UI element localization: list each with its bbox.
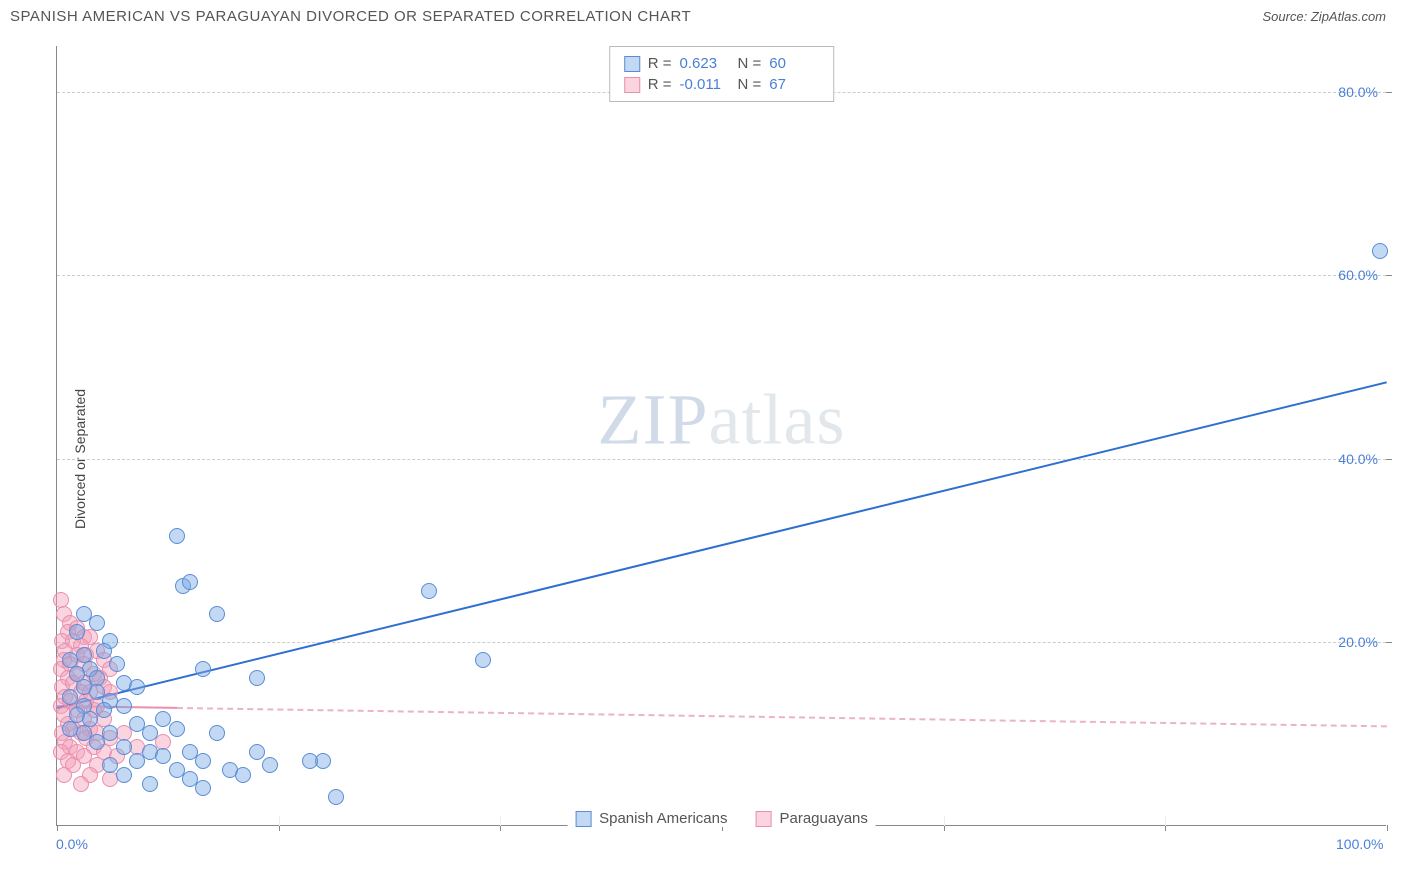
y-tick-label: 80.0%	[1338, 84, 1378, 100]
data-point	[302, 753, 318, 769]
data-point	[73, 776, 89, 792]
data-point	[182, 574, 198, 590]
source-attribution: Source: ZipAtlas.com	[1262, 9, 1386, 24]
data-point	[116, 739, 132, 755]
data-point	[129, 753, 145, 769]
data-point	[155, 748, 171, 764]
n-value-blue: 60	[769, 55, 819, 72]
gridline-h	[57, 459, 1386, 460]
gridline-v	[279, 816, 280, 826]
gridline-v	[1165, 816, 1166, 826]
y-tick-label: 60.0%	[1338, 267, 1378, 283]
data-point	[195, 661, 211, 677]
chart-container: Divorced or Separated ZIPatlas R = 0.623…	[10, 36, 1396, 882]
legend-item-pink: Paraguayans	[756, 810, 868, 827]
data-point	[96, 702, 112, 718]
r-value-pink: -0.011	[680, 76, 730, 93]
data-point	[195, 780, 211, 796]
legend-swatch-blue-icon	[575, 811, 591, 827]
watermark-atlas: atlas	[709, 379, 846, 459]
legend-swatch-pink-icon	[756, 811, 772, 827]
x-tick-max: 100.0%	[1336, 836, 1383, 852]
data-point	[195, 753, 211, 769]
tick-mark-right	[1386, 92, 1392, 93]
legend-item-blue: Spanish Americans	[575, 810, 727, 827]
gridline-h	[57, 642, 1386, 643]
tick-mark-right	[1386, 459, 1392, 460]
plot-area: ZIPatlas R = 0.623 N = 60 R = -0.011 N =…	[56, 46, 1386, 826]
n-value-pink: 67	[769, 76, 819, 93]
data-point	[262, 757, 278, 773]
r-label-blue: R =	[648, 55, 672, 72]
data-point	[116, 767, 132, 783]
swatch-blue-icon	[624, 56, 640, 72]
tick-mark-bottom	[1387, 825, 1388, 831]
data-point	[328, 789, 344, 805]
data-point	[169, 721, 185, 737]
data-point	[129, 679, 145, 695]
n-label-pink: N =	[738, 76, 762, 93]
data-point	[475, 652, 491, 668]
data-point	[142, 776, 158, 792]
data-point	[142, 725, 158, 741]
data-point	[235, 767, 251, 783]
data-point	[249, 670, 265, 686]
watermark-zip: ZIP	[598, 379, 709, 459]
x-tick-min: 0.0%	[56, 836, 88, 852]
watermark: ZIPatlas	[598, 378, 846, 461]
data-point	[69, 624, 85, 640]
gridline-v	[500, 816, 501, 826]
y-tick-label: 20.0%	[1338, 634, 1378, 650]
legend-label-blue: Spanish Americans	[599, 810, 727, 827]
data-point	[96, 643, 112, 659]
gridline-h	[57, 275, 1386, 276]
data-point	[1372, 243, 1388, 259]
data-point	[56, 767, 72, 783]
trend-line	[177, 707, 1387, 727]
legend: Spanish Americans Paraguayans	[567, 810, 876, 827]
data-point	[109, 656, 125, 672]
stats-row-pink: R = -0.011 N = 67	[624, 74, 820, 95]
tick-mark-right	[1386, 642, 1392, 643]
n-label-blue: N =	[738, 55, 762, 72]
legend-label-pink: Paraguayans	[780, 810, 868, 827]
tick-mark-bottom	[57, 825, 58, 831]
data-point	[421, 583, 437, 599]
r-value-blue: 0.623	[680, 55, 730, 72]
data-point	[102, 725, 118, 741]
stats-row-blue: R = 0.623 N = 60	[624, 53, 820, 74]
data-point	[169, 528, 185, 544]
data-point	[116, 698, 132, 714]
trend-line	[57, 381, 1387, 709]
data-point	[209, 606, 225, 622]
data-point	[209, 725, 225, 741]
data-point	[249, 744, 265, 760]
stats-box: R = 0.623 N = 60 R = -0.011 N = 67	[609, 46, 835, 102]
swatch-pink-icon	[624, 77, 640, 93]
tick-mark-right	[1386, 275, 1392, 276]
data-point	[89, 734, 105, 750]
gridline-v	[944, 816, 945, 826]
chart-title: SPANISH AMERICAN VS PARAGUAYAN DIVORCED …	[10, 8, 691, 25]
y-tick-label: 40.0%	[1338, 451, 1378, 467]
r-label-pink: R =	[648, 76, 672, 93]
data-point	[89, 615, 105, 631]
